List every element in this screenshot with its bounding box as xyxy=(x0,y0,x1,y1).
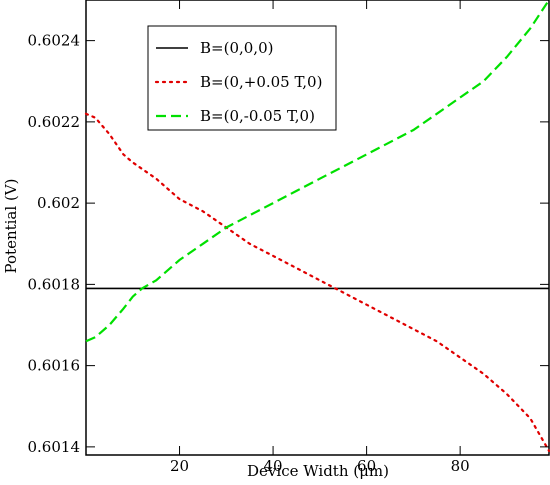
y-tick-label: 0.6014 xyxy=(28,438,81,456)
x-tick-label: 20 xyxy=(170,457,189,475)
series-line-3 xyxy=(85,0,550,343)
x-tick-label: 60 xyxy=(357,457,376,475)
y-tick-label: 0.6022 xyxy=(28,113,81,131)
legend-label-2: B=(0,+0.05 T,0) xyxy=(200,73,322,91)
legend-label-1: B=(0,0,0) xyxy=(200,39,273,57)
y-axis-label: Potential (V) xyxy=(2,179,20,274)
y-tick-label: 0.6024 xyxy=(28,32,81,50)
legend: B=(0,0,0) B=(0,+0.05 T,0) B=(0,-0.05 T,0) xyxy=(147,25,337,131)
y-tick-label: 0.6016 xyxy=(28,357,81,375)
series-layer xyxy=(84,0,550,452)
tick-layer: 20 40 60 80 0.6014 0.6016 0.6018 0.602 0.6022 0.6… xyxy=(28,0,549,475)
y-tick-label: 0.602 xyxy=(37,194,80,212)
legend-box xyxy=(147,25,337,131)
plot-frame xyxy=(85,0,550,456)
x-tick-label: 40 xyxy=(264,457,283,475)
series-line-2 xyxy=(84,112,550,452)
legend-label-3: B=(0,-0.05 T,0) xyxy=(200,107,315,125)
x-axis-label: Device Width (μm) xyxy=(247,462,389,480)
y-tick-label: 0.6018 xyxy=(28,275,81,293)
x-tick-label: 80 xyxy=(451,457,470,475)
